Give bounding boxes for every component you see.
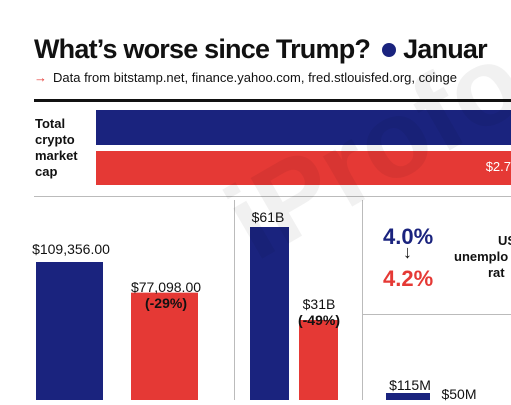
crypto-cap-bar-before [96,110,511,145]
arrow-down-icon: ↓ [403,242,412,262]
label-line: rat [488,265,505,280]
source-text: Data from bitstamp.net, finance.yahoo.co… [53,70,457,85]
unemployment-before: 4.0% [383,224,434,249]
section-divider [34,196,511,197]
header-divider [34,99,511,102]
unemployment-after: 4.2% [383,266,434,291]
value-text: $31B [302,296,336,312]
panel-second [243,205,353,400]
bar-before [36,262,103,400]
crypto-cap-value-after: $2.7 [485,159,511,174]
crypto-cap-bar-after: $2.7 [96,151,511,185]
bar-after [131,292,198,400]
value-label-after: $77,098.00 (-29%) [119,279,213,311]
bar-before [386,393,430,400]
value-label-after: $31B (-49%) [292,296,346,328]
panel-bitcoin [34,205,226,400]
column-divider-2 [362,200,363,400]
value-label-before: $61B [251,209,285,225]
section-divider-right [363,314,511,315]
change-text: (-29%) [144,295,187,311]
change-text: (-49%) [297,312,340,328]
value-text: $77,098.00 [130,279,202,295]
label-line: unemplo [454,249,509,264]
bar-after [299,320,338,400]
value-label-before: $115M [389,377,431,393]
source-line: → Data from bitstamp.net, finance.yahoo.c… [34,70,457,85]
value-label-after: $50M [441,386,477,402]
column-divider-1 [234,200,235,400]
legend-dot-before [382,42,397,57]
value-label-before: $109,356.00 [32,241,110,257]
arrow-right-icon: → [34,70,47,85]
chart-title: What’s worse since Trump? Januar [34,32,488,66]
title-text: What’s worse since Trump? [34,34,371,64]
crypto-cap-label: Total crypto market cap [35,116,78,179]
panel-second-plot [250,227,338,400]
panel-bitcoin-plot [36,262,198,400]
legend-label-before: Januar [403,34,488,64]
label-line: US [498,233,511,248]
unemployment-label: US unemplo rat [450,233,511,281]
bar-before [250,227,289,400]
